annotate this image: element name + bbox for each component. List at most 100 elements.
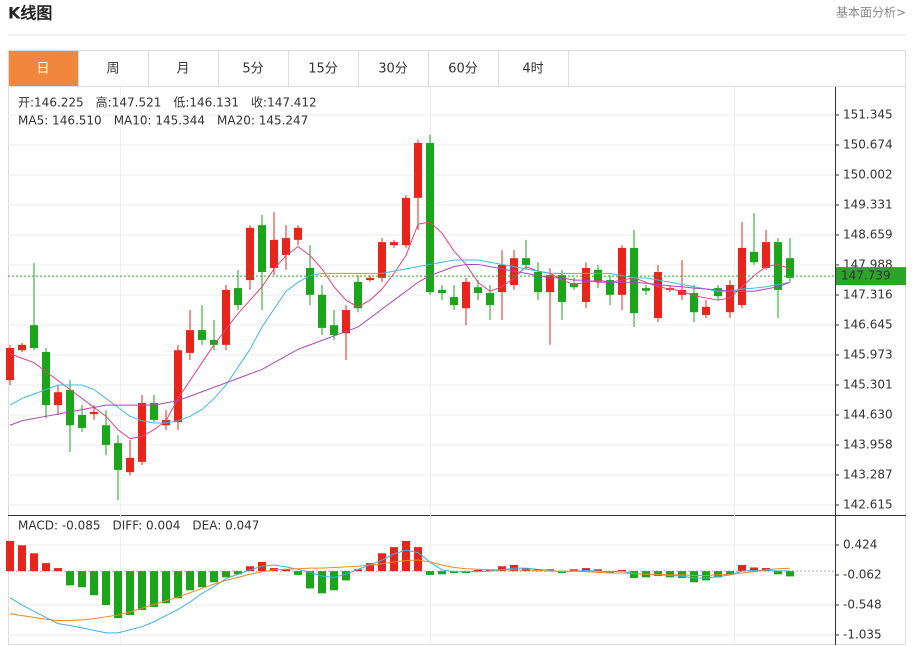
macd-bar xyxy=(150,571,158,607)
macd-bar xyxy=(66,571,74,586)
legend-entry: DIFF: 0.004 xyxy=(113,519,181,533)
candle-body xyxy=(198,330,206,340)
candle-body xyxy=(570,283,578,288)
page-title: K线图 xyxy=(8,4,52,23)
candle-body xyxy=(66,389,74,426)
labels: 开: 146.225 高: 147.521 低: 146.131 收: 147.412 142.… xyxy=(18,95,906,642)
tab-label[interactable]: 周 xyxy=(106,62,119,77)
candle-body xyxy=(186,330,194,353)
tab-label[interactable]: 日 xyxy=(36,62,49,77)
legend-entry: DEA: 0.047 xyxy=(192,519,259,533)
candle-body xyxy=(270,239,278,269)
macd-bar xyxy=(474,569,482,572)
candle-body xyxy=(138,402,146,462)
y-tick-label: 151.345 xyxy=(843,108,893,122)
macd-bar xyxy=(690,571,698,583)
line-series xyxy=(9,549,791,634)
tab-label[interactable]: 15分 xyxy=(308,62,338,77)
legend-entry: MACD: -0.085 xyxy=(18,519,101,533)
macd-bar xyxy=(378,553,386,572)
candle-body xyxy=(630,247,638,314)
line-series xyxy=(9,221,791,440)
tab[interactable] xyxy=(288,50,359,87)
info-value: 146.225 xyxy=(34,96,84,110)
tab[interactable] xyxy=(498,50,569,87)
chart-frame xyxy=(8,50,906,645)
candle-body xyxy=(546,275,554,293)
y-tick-label: 148.659 xyxy=(843,227,893,241)
tab-label[interactable]: 4时 xyxy=(522,62,543,77)
line-series xyxy=(9,259,791,424)
macd-bar xyxy=(114,571,122,619)
candle-body xyxy=(378,242,386,278)
y-tick-label: -1.035 xyxy=(843,628,882,642)
line-series xyxy=(9,263,791,426)
candle-body xyxy=(402,197,410,246)
candle-body xyxy=(114,443,122,470)
candle-body xyxy=(558,275,566,302)
tab[interactable] xyxy=(78,50,149,87)
info-label: 高: xyxy=(96,95,112,110)
tab-label[interactable]: 60分 xyxy=(448,62,478,77)
macd-bar xyxy=(594,569,602,572)
macd-bar xyxy=(738,564,746,572)
y-tick-label: 143.287 xyxy=(843,467,893,481)
candle-body xyxy=(750,251,758,263)
tab-label[interactable]: 30分 xyxy=(378,62,408,77)
tab[interactable] xyxy=(8,50,79,87)
candle-body xyxy=(474,287,482,294)
candle-body xyxy=(246,227,254,281)
y-tick-label: 146.645 xyxy=(843,317,893,331)
legend-entry: MA20: 145.247 xyxy=(217,114,308,128)
y-tick-label: 145.973 xyxy=(843,347,893,361)
macd-bar xyxy=(414,547,422,572)
y-tick-label: -0.548 xyxy=(843,597,882,611)
tab-label[interactable]: 月 xyxy=(176,62,189,77)
y-tick-label: 150.002 xyxy=(843,168,893,182)
candle-body xyxy=(306,268,314,295)
macd-bar xyxy=(666,571,674,578)
macd-bar xyxy=(354,569,362,572)
last-price-tag xyxy=(836,267,906,286)
candle-body xyxy=(450,297,458,306)
fundamental-link[interactable]: 基本面分析> xyxy=(836,6,906,20)
macd-bar xyxy=(162,571,170,604)
macd-bar xyxy=(402,540,410,572)
macd-bar xyxy=(750,567,758,572)
candle-body xyxy=(78,414,86,428)
macd-bar xyxy=(282,569,290,572)
macd-bar xyxy=(174,571,182,599)
candle-body xyxy=(426,142,434,293)
marks xyxy=(6,134,835,634)
macd-bar xyxy=(654,571,662,577)
legend-entry: MA10: 145.344 xyxy=(114,114,205,128)
macd-bar xyxy=(774,571,782,575)
macd-bar xyxy=(30,553,38,572)
tab-label[interactable]: 5分 xyxy=(242,62,263,77)
candle-body xyxy=(606,280,614,295)
info-label: 开: xyxy=(18,96,34,110)
macd-bar xyxy=(186,571,194,591)
candle-body xyxy=(762,242,770,269)
macd-bar xyxy=(438,571,446,575)
macd-bar xyxy=(618,569,626,572)
candle-body xyxy=(462,281,470,309)
y-tick-label: 149.331 xyxy=(843,197,893,211)
tab[interactable] xyxy=(148,50,219,87)
macd-bar xyxy=(342,571,350,581)
candle-body xyxy=(42,351,50,406)
legend-entry: MA5: 146.510 xyxy=(18,114,102,128)
macd-bar xyxy=(426,571,434,575)
candle-body xyxy=(90,411,98,415)
candle-body xyxy=(342,310,350,334)
candle-body xyxy=(282,238,290,256)
last-price-label: 147.739 xyxy=(841,269,891,283)
candle-body xyxy=(234,288,242,306)
tab[interactable] xyxy=(218,50,289,87)
macd-bar xyxy=(6,540,14,572)
macd-bar xyxy=(366,563,374,572)
tab[interactable] xyxy=(358,50,429,87)
y-tick-label: 147.316 xyxy=(843,287,893,301)
candle-body xyxy=(654,272,662,319)
